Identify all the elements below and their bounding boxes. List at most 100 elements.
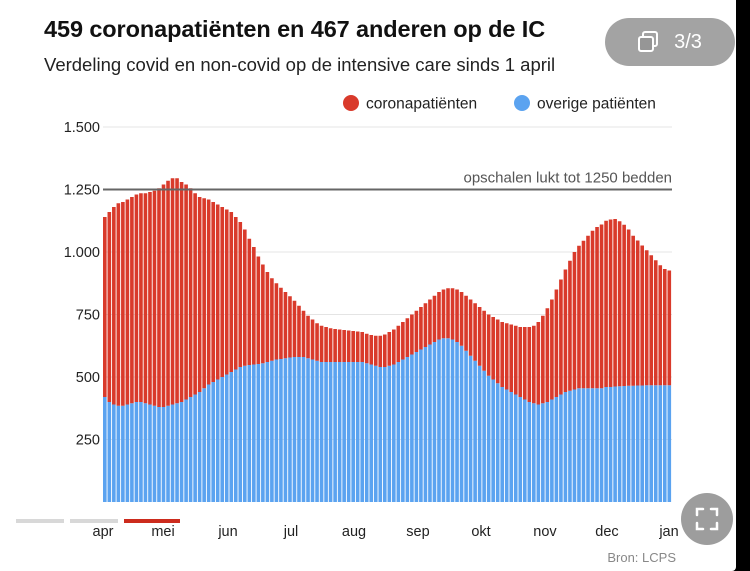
bar-covid [206, 199, 211, 385]
bar-covid [247, 238, 252, 365]
bar-covid [599, 224, 604, 389]
bar-covid [337, 329, 342, 362]
bar-covid [532, 325, 536, 404]
bar-other [550, 399, 554, 502]
bar-covid [197, 197, 202, 392]
bar-covid [274, 283, 279, 360]
bar-other [419, 349, 423, 502]
bar-covid [256, 256, 261, 364]
bar-other [197, 392, 202, 502]
bar-other [206, 384, 211, 502]
bar-covid [635, 240, 640, 386]
bar-other [464, 350, 468, 502]
bar-covid [301, 310, 306, 357]
bar-covid [360, 332, 365, 362]
bar-other [378, 367, 383, 502]
bar-other [640, 385, 645, 502]
bar-covid [491, 317, 495, 380]
bar-other [644, 385, 649, 502]
bar-other [333, 362, 337, 502]
bar-other [504, 389, 509, 502]
bar-other [247, 365, 252, 502]
bar-covid [464, 295, 468, 351]
bar-covid [541, 315, 545, 404]
bar-covid [495, 319, 500, 384]
bar-other [342, 362, 346, 502]
bar-other [369, 364, 374, 502]
bar-other [626, 385, 631, 502]
bar-covid [423, 303, 428, 347]
y-tick-label: 500 [76, 370, 100, 386]
bar-covid [378, 335, 383, 367]
bar-other [112, 404, 116, 502]
expand-icon [695, 507, 719, 531]
bar-other [103, 397, 107, 502]
bar-other [437, 339, 441, 502]
bar-covid [220, 207, 225, 377]
bar-covid [446, 288, 450, 339]
y-tick-label: 750 [76, 308, 100, 324]
bar-other [170, 404, 175, 502]
bar-other [346, 362, 351, 502]
bar-covid [328, 328, 333, 362]
chart-subtitle: Verdeling covid en non-covid op de inten… [44, 54, 556, 75]
bar-covid [139, 193, 143, 402]
bar-other [486, 375, 491, 502]
bar-other [441, 338, 446, 502]
bar-covid [414, 310, 419, 352]
bar-covid [617, 221, 622, 387]
bar-other [387, 365, 392, 502]
bar-other [423, 347, 428, 502]
bar-covid [233, 217, 238, 370]
bar-covid [125, 199, 130, 405]
bar-other [509, 392, 514, 502]
bar-covid [188, 188, 193, 397]
x-tick-label: okt [471, 524, 490, 540]
bar-covid [455, 289, 459, 342]
bar-covid [554, 289, 559, 397]
bar-covid [148, 192, 152, 405]
bar-other [568, 390, 572, 502]
bar-other [572, 389, 577, 502]
carousel-dot-3-active[interactable] [124, 519, 180, 523]
carousel-dot-1[interactable] [16, 519, 64, 523]
bar-other [631, 385, 635, 502]
bar-covid [116, 203, 121, 406]
bar-other [532, 403, 536, 502]
bar-other [491, 379, 495, 502]
bar-other [414, 352, 419, 502]
expand-button[interactable] [681, 493, 733, 545]
bar-covid [658, 265, 663, 386]
slide-counter-button[interactable]: 3/3 [605, 18, 735, 66]
bar-covid [121, 202, 125, 406]
bar-other [595, 388, 599, 502]
bar-covid [622, 224, 626, 386]
bar-other [179, 402, 184, 502]
bar-covid [242, 229, 247, 366]
bar-covid [224, 209, 229, 375]
bar-covid [369, 335, 374, 365]
bar-other [261, 363, 265, 502]
bar-other [220, 377, 225, 502]
bar-other [229, 372, 234, 502]
bar-covid [613, 219, 617, 387]
chart-title: 459 coronapatiënten en 467 anderen op de… [44, 16, 546, 42]
bar-other [175, 403, 179, 502]
bar-covid [283, 292, 288, 359]
bar-covid [559, 279, 563, 395]
slide-counter-label: 3/3 [674, 30, 702, 53]
bar-other [328, 362, 333, 502]
x-tick-label: jun [217, 524, 237, 540]
bar-other [242, 365, 247, 502]
bar-other [468, 355, 473, 502]
bars [103, 178, 672, 502]
bar-covid [450, 288, 455, 340]
bar-covid [288, 296, 292, 358]
bar-other [608, 387, 613, 502]
bar-other [143, 403, 148, 502]
x-tick-label: aug [342, 524, 366, 540]
bar-other [662, 385, 667, 502]
source-note: Bron: LCPS [607, 550, 676, 565]
bar-covid [143, 193, 148, 404]
carousel-dot-2[interactable] [70, 519, 118, 523]
